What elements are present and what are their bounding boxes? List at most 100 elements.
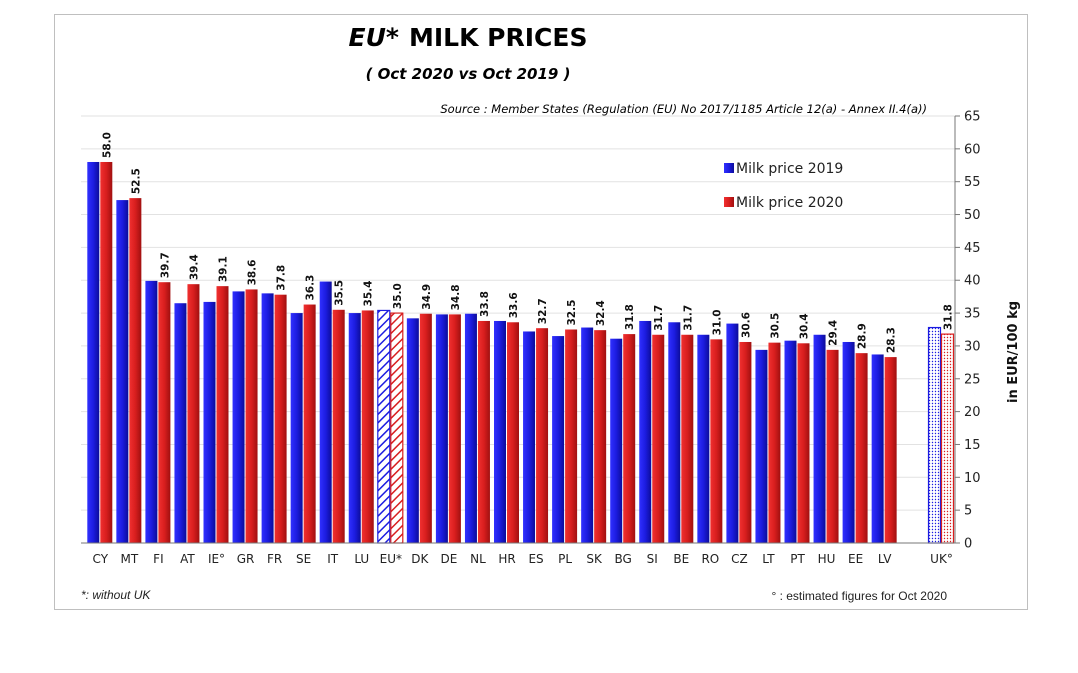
bar-hr-2020 — [507, 322, 519, 543]
category-label-ro: RO — [701, 552, 719, 566]
y-tick-label-10: 10 — [964, 471, 981, 486]
bar-fi-2019 — [145, 280, 158, 543]
category-label-nl: NL — [470, 552, 486, 566]
bar-at-2019 — [174, 303, 187, 543]
bar-be-2020 — [681, 334, 694, 543]
bar-gr-2019 — [232, 291, 245, 543]
bar-sk-2019 — [581, 327, 594, 543]
bar-dk-2019 — [406, 318, 419, 543]
data-label-hr: 33.6 — [508, 292, 520, 318]
bars — [87, 161, 955, 544]
bar-bg-2019 — [610, 338, 623, 543]
data-label-at: 39.4 — [188, 254, 200, 280]
y-axis: 0 5 10 15 20 25 30 35 40 45 50 55 60 65 — [81, 110, 981, 552]
legend-swatch-2020 — [724, 197, 734, 207]
bar-gr-2020 — [245, 289, 258, 543]
category-label-gr: GR — [237, 552, 255, 566]
chart-subtitle: ( Oct 2020 vs Oct 2019 ) — [366, 65, 571, 83]
category-label-at: AT — [180, 552, 195, 566]
bar-pt-2020 — [797, 343, 810, 543]
category-label-cz: CZ — [731, 552, 748, 566]
data-label-lt: 30.5 — [769, 313, 781, 339]
data-label-fr: 37.8 — [276, 265, 288, 291]
y-tick-label-45: 45 — [964, 241, 981, 256]
legend: Milk price 2019 Milk price 2020 — [724, 161, 843, 211]
legend-label-2020: Milk price 2020 — [736, 195, 843, 211]
bar-it-2020 — [332, 309, 345, 543]
bar-ro-2020 — [710, 339, 723, 543]
bar-ee-2019 — [842, 341, 855, 543]
chart-frame: EU* MILK PRICES ( Oct 2020 vs Oct 2019 ) … — [54, 14, 1028, 610]
bar-sk-2020 — [594, 330, 607, 543]
bar-nl-2019 — [464, 313, 477, 543]
y-axis-label: in EUR/100 kg — [1006, 301, 1021, 403]
category-label-uk: UK° — [930, 552, 953, 566]
y-tick-label-50: 50 — [964, 208, 981, 223]
y-tick-label-0: 0 — [964, 537, 972, 552]
bar-fi-2020 — [158, 282, 171, 543]
bar-de-2020 — [448, 314, 461, 543]
bar-si-2019 — [639, 320, 652, 543]
bar-ie-2019 — [203, 301, 216, 543]
y-tick-label-30: 30 — [964, 339, 981, 354]
data-label-bg: 31.8 — [624, 304, 636, 330]
category-label-fr: FR — [267, 552, 282, 566]
bar-it-2019 — [319, 281, 332, 543]
category-label-be: BE — [673, 552, 689, 566]
data-label-it: 35.5 — [334, 280, 346, 306]
bar-lu-2019 — [348, 313, 361, 543]
footnote-left: *: without UK — [81, 588, 151, 602]
bar-nl-2020 — [477, 320, 490, 543]
bar-si-2020 — [652, 334, 665, 543]
bar-mt-2020 — [129, 198, 142, 543]
bar-se-2019 — [290, 313, 303, 543]
data-label-be: 31.7 — [682, 305, 694, 331]
bar-cy-2020 — [100, 161, 113, 543]
data-label-mt: 52.5 — [130, 168, 142, 194]
bar-pl-2020 — [565, 329, 578, 543]
data-label-dk: 34.9 — [421, 284, 433, 310]
category-label-hr: HR — [498, 552, 515, 566]
data-label-ie: 39.1 — [218, 256, 230, 282]
bar-se-2020 — [303, 304, 316, 543]
data-label-lv: 28.3 — [886, 327, 898, 353]
data-label-pl: 32.5 — [566, 300, 578, 326]
category-labels: CY MT FI AT IE° GR FR SE IT LU EU* DK DE NL HR ES PL SK BG… — [93, 552, 953, 566]
data-label-pt: 30.4 — [799, 313, 811, 339]
category-label-lt: LT — [762, 552, 775, 566]
bar-lv-2019 — [871, 354, 884, 543]
data-label-de: 34.8 — [450, 284, 462, 310]
bar-pt-2019 — [784, 340, 797, 543]
category-label-dk: DK — [411, 552, 429, 566]
legend-swatch-2019 — [724, 163, 734, 173]
bar-es-2019 — [523, 331, 536, 543]
y-tick-label-15: 15 — [964, 438, 981, 453]
category-label-mt: MT — [121, 552, 139, 566]
data-labels: 58.0 52.5 39.7 39.4 39.1 38.6 37.8 36.3 35.5 35.4… — [101, 132, 954, 353]
bar-cz-2019 — [726, 323, 739, 543]
bar-be-2019 — [668, 322, 681, 543]
data-label-cy: 58.0 — [101, 132, 113, 158]
chart-title-prefix: EU* — [349, 23, 399, 52]
bar-bg-2020 — [623, 334, 636, 543]
bar-cy-2019 — [87, 161, 100, 543]
y-tick-label-5: 5 — [964, 504, 972, 519]
bar-lt-2019 — [755, 349, 768, 543]
category-label-es: ES — [528, 552, 543, 566]
bar-pl-2019 — [552, 336, 565, 543]
y-tick-label-65: 65 — [964, 110, 981, 125]
bar-lt-2020 — [768, 342, 781, 543]
bar-hr-2019 — [494, 320, 506, 543]
bar-eu-2019 — [377, 309, 391, 544]
data-label-gr: 38.6 — [247, 260, 259, 286]
category-label-si: SI — [647, 552, 658, 566]
bar-fr-2020 — [274, 294, 287, 543]
y-tick-label-20: 20 — [964, 405, 981, 420]
chart-title: EU* MILK PRICES — [349, 23, 588, 52]
bar-ee-2020 — [855, 353, 868, 543]
bar-ro-2019 — [697, 334, 710, 543]
data-label-se: 36.3 — [305, 275, 317, 301]
bar-ie-2020 — [216, 286, 229, 543]
y-tick-label-60: 60 — [964, 142, 981, 157]
bar-hu-2020 — [826, 349, 839, 543]
